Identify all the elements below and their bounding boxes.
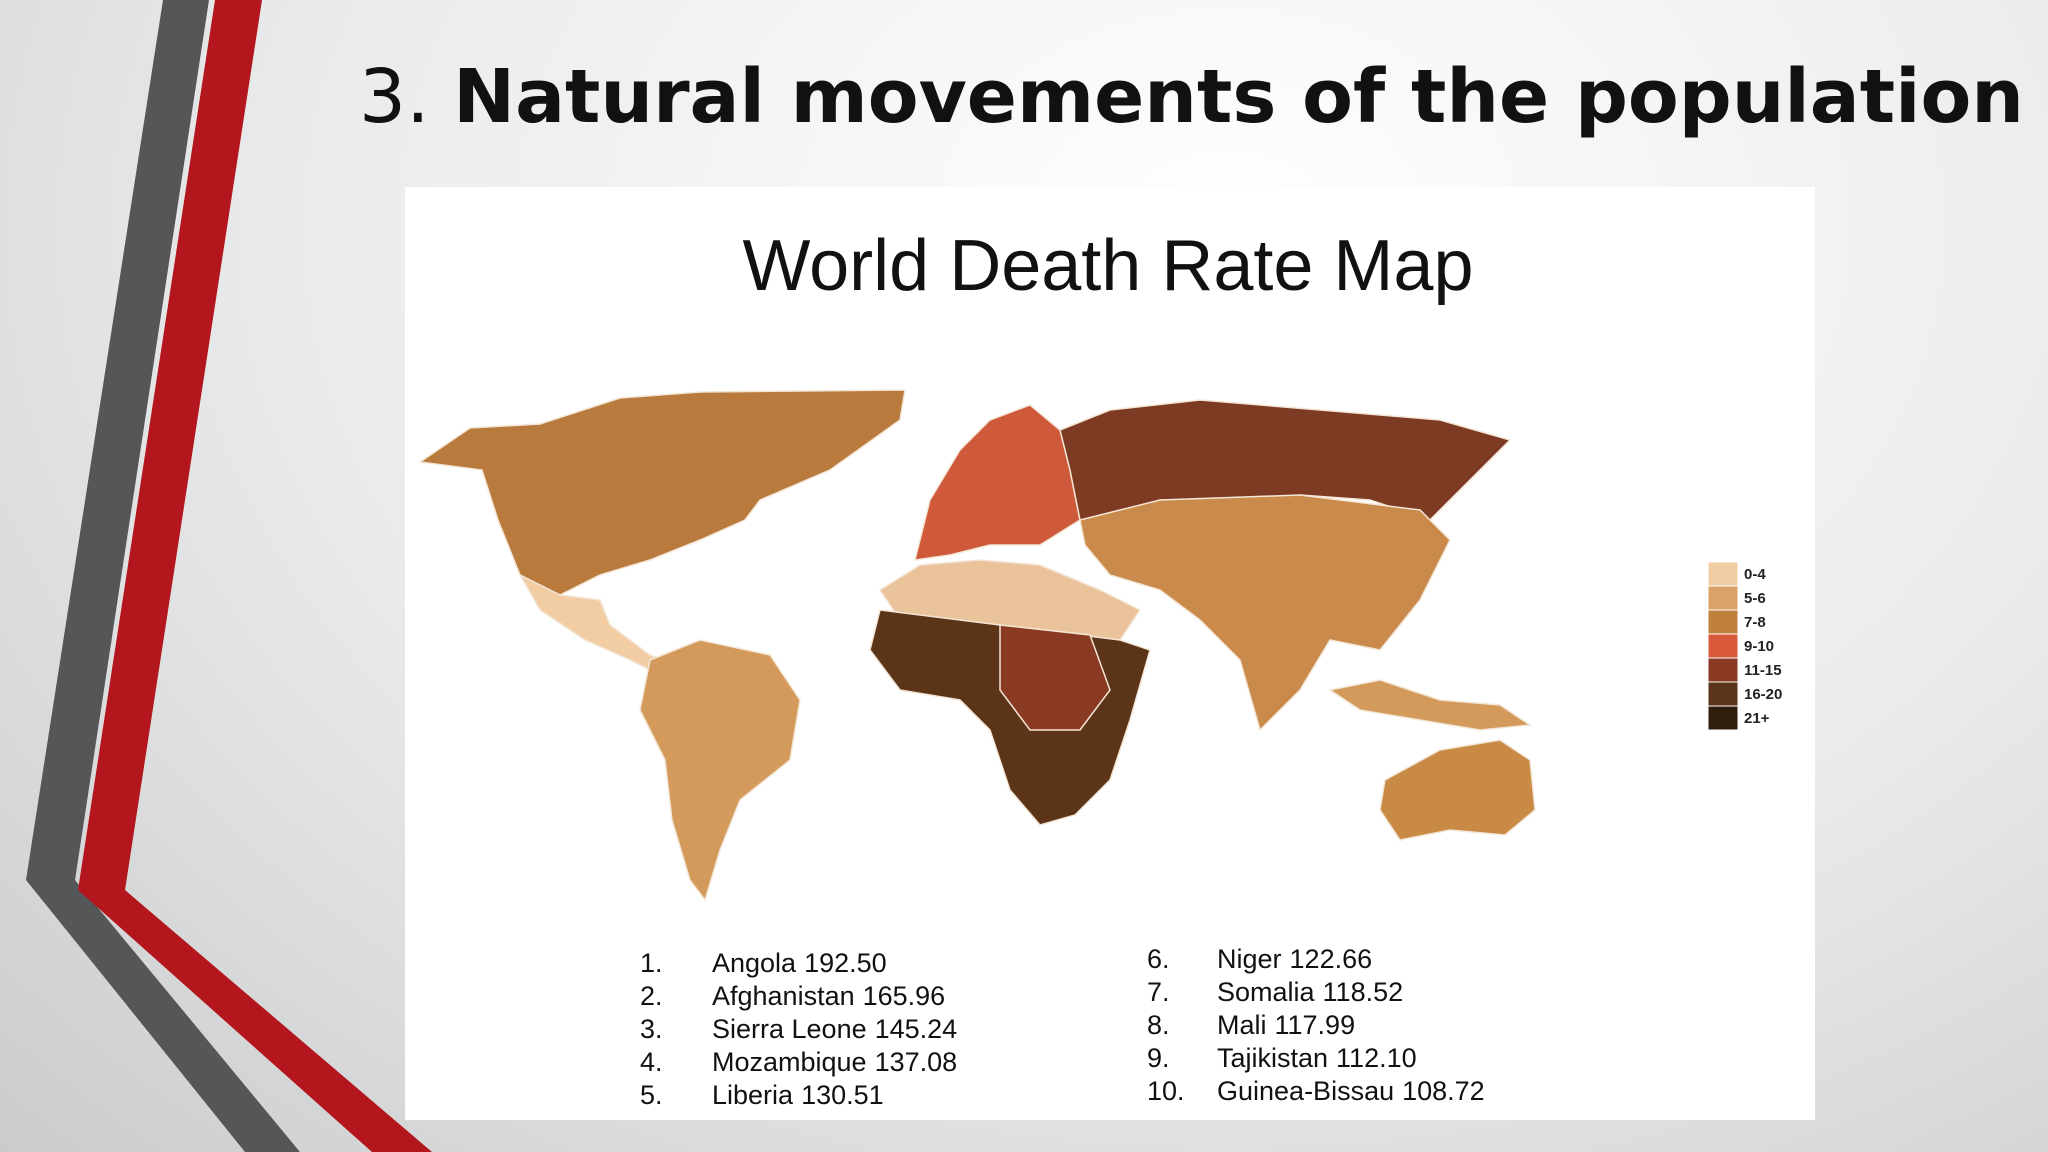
death-rate: 122.66: [1290, 944, 1373, 974]
rank-entry: Mali 117.99: [1217, 1010, 1355, 1040]
rank-entry: Tajikistan 112.10: [1217, 1043, 1417, 1073]
legend-label: 9-10: [1744, 638, 1774, 655]
death-rate: 165.96: [863, 981, 946, 1011]
ranking-list: 1. Angola 192.50 2. Afghanistan 165.96 3. Sierr…: [640, 944, 1485, 1110]
rank-entry: Somalia 118.52: [1217, 977, 1403, 1007]
death-rate: 137.08: [875, 1047, 958, 1077]
country-name: Liberia: [712, 1080, 794, 1110]
death-rate: 108.72: [1402, 1076, 1485, 1106]
rank-entry: Sierra Leone 145.24: [712, 1014, 957, 1044]
rank-number: 7.: [1147, 977, 1170, 1007]
legend-label: 5-6: [1744, 590, 1766, 607]
north-america: [417, 389, 906, 596]
country-name: Afghanistan: [712, 981, 855, 1011]
country-name: Niger: [1217, 944, 1282, 974]
world-map: [417, 389, 1536, 902]
legend-label: 11-15: [1744, 662, 1782, 679]
islands: [1328, 679, 1533, 731]
rank-entry: Niger 122.66: [1217, 944, 1372, 974]
rank-number: 8.: [1147, 1010, 1170, 1040]
australia: [1379, 739, 1536, 841]
death-rate: 118.52: [1323, 977, 1404, 1007]
rank-number: 9.: [1147, 1043, 1170, 1073]
rank-number: 2.: [640, 981, 663, 1011]
legend-swatch: [1707, 705, 1739, 731]
death-rate: 112.10: [1336, 1043, 1417, 1073]
slide-number: 3.: [359, 54, 430, 140]
country-name: Guinea-Bissau: [1217, 1076, 1394, 1106]
figure-title: World Death Rate Map: [742, 226, 1473, 306]
country-name: Somalia: [1217, 977, 1316, 1007]
country-name: Mali: [1217, 1010, 1267, 1040]
rank-entry: Angola 192.50: [712, 948, 887, 978]
legend-swatch: [1707, 657, 1739, 683]
gray-stripe: [26, 0, 300, 1152]
rank-number: 1.: [640, 948, 663, 978]
rank-number: 10.: [1147, 1076, 1185, 1106]
country-name: Angola: [712, 948, 797, 978]
death-rate: 145.24: [875, 1014, 958, 1044]
south-america: [639, 639, 801, 902]
central-africa: [999, 624, 1111, 731]
rank-entry: Afghanistan 165.96: [712, 981, 945, 1011]
legend-swatch: [1707, 585, 1739, 611]
legend-swatch: [1707, 681, 1739, 707]
legend: 0-4 5-6 7-8 9-10 11-15 16-20 21+: [1707, 561, 1782, 731]
legend-label: 16-20: [1744, 686, 1782, 703]
country-name: Sierra Leone: [712, 1014, 867, 1044]
country-name: Tajikistan: [1217, 1043, 1328, 1073]
slide-title: 3. Natural movements of the population: [359, 54, 2024, 140]
red-stripe: [78, 0, 432, 1152]
country-name: Mozambique: [712, 1047, 867, 1077]
rank-number: 5.: [640, 1080, 663, 1110]
legend-label: 21+: [1744, 710, 1770, 727]
rank-number: 4.: [640, 1047, 663, 1077]
rank-entry: Guinea-Bissau 108.72: [1217, 1076, 1485, 1106]
legend-label: 0-4: [1744, 566, 1766, 583]
legend-swatch: [1707, 609, 1739, 635]
death-rate: 117.99: [1275, 1010, 1356, 1040]
rank-number: 3.: [640, 1014, 663, 1044]
legend-label: 7-8: [1744, 614, 1766, 631]
legend-swatch: [1707, 633, 1739, 659]
death-rate: 192.50: [804, 948, 887, 978]
legend-swatch: [1707, 561, 1739, 587]
rank-entry: Liberia 130.51: [712, 1080, 884, 1110]
death-rate: 130.51: [801, 1080, 884, 1110]
rank-entry: Mozambique 137.08: [712, 1047, 957, 1077]
asia: [1079, 494, 1451, 732]
rank-number: 6.: [1147, 944, 1170, 974]
slide-heading: Natural movements of the population: [453, 54, 2024, 140]
